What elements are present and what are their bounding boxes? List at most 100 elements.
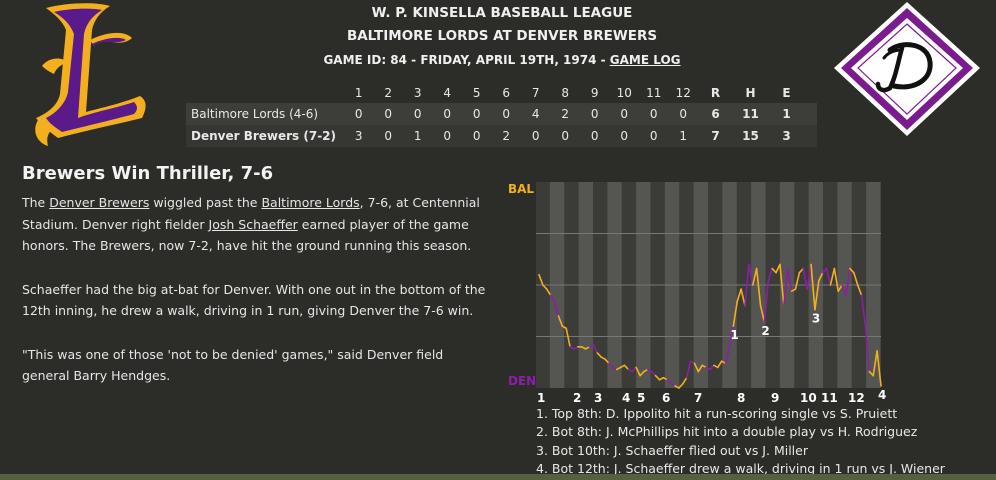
win-probability-segment xyxy=(814,280,820,311)
inning-score: 1 xyxy=(679,129,688,143)
away-hits: 11 xyxy=(742,107,759,121)
header-inning: 7 xyxy=(531,85,540,100)
inning-score: 0 xyxy=(443,129,452,143)
win-probability-segment xyxy=(849,267,855,274)
win-probability-segment xyxy=(623,364,630,371)
win-probability-segment xyxy=(565,327,571,348)
inning-score: 0 xyxy=(679,107,688,121)
inning-axis-label: 9 xyxy=(771,391,779,405)
away-team-logo[interactable] xyxy=(28,0,168,150)
win-probability-segment xyxy=(841,284,847,297)
chart-top-team-label: BAL xyxy=(508,182,534,196)
chart-note: 3. Bot 10th: J. Schaeffer flied out vs J… xyxy=(536,442,808,458)
inning-axis-label: 1 xyxy=(537,391,545,405)
win-probability-segment xyxy=(716,360,723,369)
header-inning: 6 xyxy=(502,85,511,100)
win-probability-segment xyxy=(755,267,762,307)
header-inning: 2 xyxy=(384,85,393,100)
win-probability-segment xyxy=(592,343,599,354)
inning-score: 0 xyxy=(354,107,363,121)
header-inning: 8 xyxy=(561,85,570,100)
win-probability-segment xyxy=(604,358,610,365)
inning-axis-label: 8 xyxy=(737,391,745,405)
inning-score: 0 xyxy=(531,129,540,143)
win-probability-segment xyxy=(740,288,746,307)
win-probability-segment xyxy=(557,315,564,327)
story-text: The xyxy=(22,195,50,210)
inning-axis-label: 2 xyxy=(573,391,581,405)
away-errors: 1 xyxy=(782,107,791,121)
win-probability-segment xyxy=(681,376,688,385)
header-inning: 11 xyxy=(646,85,662,100)
away-team-name[interactable]: Baltimore Lords (4-6) xyxy=(191,107,319,121)
inning-score: 0 xyxy=(649,107,658,121)
win-probability-segment xyxy=(685,360,692,379)
home-errors: 3 xyxy=(782,129,791,143)
linescore-header-row: 1 2 3 4 5 6 7 8 9 10 11 12 R H E xyxy=(186,82,817,103)
win-probability-segment xyxy=(767,267,773,282)
win-probability-segment xyxy=(759,304,766,323)
inning-score: 2 xyxy=(502,129,511,143)
header-inning: 12 xyxy=(675,85,691,100)
win-probability-segment xyxy=(631,366,637,373)
header-inning: 1 xyxy=(354,85,363,100)
inning-axis-label: 11 xyxy=(821,391,838,405)
header-errors: E xyxy=(782,85,791,100)
inning-axis-label: 6 xyxy=(662,391,670,405)
inning-score: 0 xyxy=(620,107,629,121)
inning-score: 0 xyxy=(620,129,629,143)
win-probability-segment xyxy=(833,267,840,292)
home-runs: 7 xyxy=(711,129,720,143)
inning-score: 3 xyxy=(354,129,363,143)
win-probability-segment xyxy=(654,374,661,381)
win-probability-segment xyxy=(635,366,641,377)
chart-note: 1. Top 8th: D. Ippolito hit a run-scorin… xyxy=(536,406,898,421)
win-probability-segment xyxy=(697,364,704,373)
away-team-link[interactable]: Baltimore Lords xyxy=(261,195,360,210)
win-probability-segment xyxy=(639,370,645,377)
win-probability-segment xyxy=(825,267,832,286)
win-probability-segment xyxy=(728,325,735,348)
win-probability-segment xyxy=(693,362,700,373)
bottom-strip xyxy=(0,474,996,480)
header-hits: H xyxy=(745,85,756,100)
game-log-link[interactable]: GAME LOG xyxy=(609,53,681,67)
event-marker: 2 xyxy=(761,324,769,338)
win-probability-segment xyxy=(736,288,742,303)
inning-axis-label: 7 xyxy=(694,391,702,405)
away-runs: 6 xyxy=(711,107,720,121)
story-paragraph: The Denver Brewers wiggled past the Balt… xyxy=(22,192,492,257)
inning-score: 0 xyxy=(472,107,481,121)
inning-score: 0 xyxy=(413,107,422,121)
game-info-text: GAME ID: 84 - FRIDAY, APRIL 19TH, 1974 - xyxy=(323,53,610,67)
win-probability-segment xyxy=(650,370,657,377)
player-link[interactable]: Josh Schaeffer xyxy=(208,216,298,232)
win-probability-segment xyxy=(666,378,672,385)
header-inning: 10 xyxy=(616,85,632,100)
inning-axis-label: 4 xyxy=(622,391,630,405)
win-probability-segment xyxy=(744,263,750,307)
win-probability-segment xyxy=(709,364,715,371)
home-team-logo[interactable] xyxy=(832,0,982,140)
win-probability-segment xyxy=(553,300,560,317)
linescore-row-home: Denver Brewers (7-2) 3 0 1 0 0 2 0 0 0 0… xyxy=(186,125,817,147)
win-probability-segment xyxy=(732,300,739,327)
chart-notes: 1. Top 8th: D. Ippolito hit a run-scorin… xyxy=(536,405,945,478)
win-probability-segment xyxy=(748,263,754,286)
home-team-name[interactable]: Denver Brewers (7-2) xyxy=(191,129,337,143)
inning-score: 0 xyxy=(384,129,393,143)
inning-score: 0 xyxy=(590,129,599,143)
header-inning: 4 xyxy=(443,85,452,100)
win-probability-segment xyxy=(794,271,801,290)
home-team-link[interactable]: Denver Brewers xyxy=(49,195,150,210)
chart-bottom-team-label: DEN xyxy=(508,374,536,388)
win-probability-segment xyxy=(763,280,770,323)
inning-axis-label: 12 xyxy=(848,391,865,405)
matchup-title: BALTIMORE LORDS AT DENVER BREWERS xyxy=(346,28,658,44)
inning-score: 2 xyxy=(561,107,570,121)
win-probability-segment xyxy=(538,273,544,286)
win-probability-segment xyxy=(549,294,556,303)
story-headline: Brewers Win Thriller, 7-6 xyxy=(22,163,274,184)
linescore-row-away: Baltimore Lords (4-6) 0 0 0 0 0 0 4 2 0 … xyxy=(186,103,817,125)
win-probability-segment xyxy=(786,267,793,292)
